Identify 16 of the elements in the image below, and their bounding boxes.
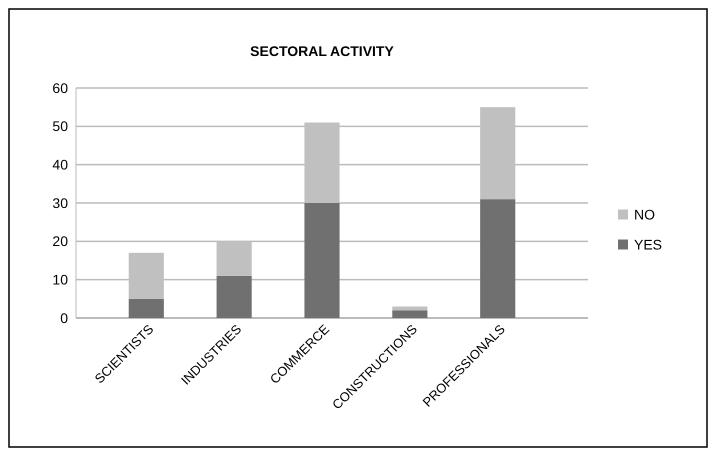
y-tick-label: 40 (52, 156, 68, 173)
y-tick-label: 10 (52, 272, 68, 288)
bar (216, 276, 252, 318)
bar (480, 199, 516, 318)
legend-label: NO (634, 206, 656, 222)
y-tick-label: 50 (52, 118, 68, 134)
bar (392, 310, 428, 318)
y-tick-label: 30 (52, 194, 68, 211)
legend-label: YES (634, 236, 662, 252)
bar (392, 306, 428, 310)
bar (128, 298, 164, 318)
y-tick-label: 0 (60, 310, 68, 326)
y-tick-label: 60 (52, 80, 68, 96)
y-tick-label: 20 (52, 233, 68, 250)
bar (304, 203, 340, 318)
chart-title: SECTORAL ACTIVITY (250, 43, 394, 59)
